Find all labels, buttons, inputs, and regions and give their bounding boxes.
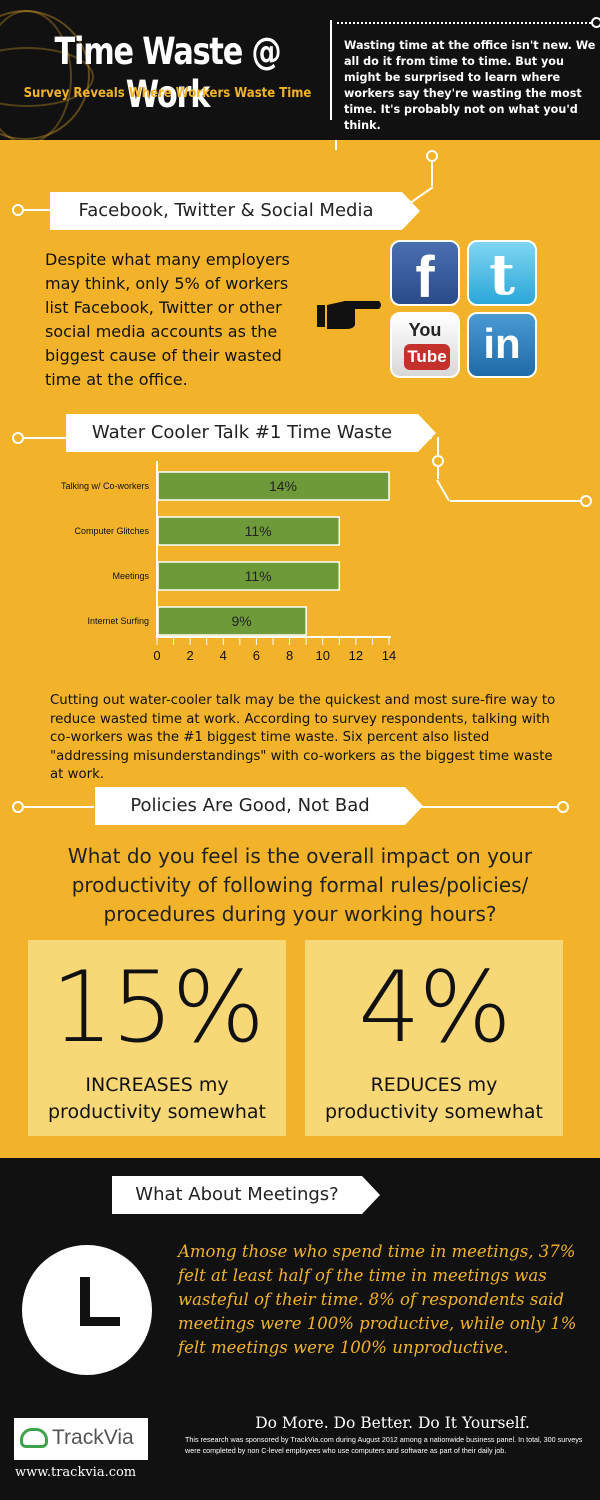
- stat-box-increase: 15% INCREASES my productivity somewhat: [28, 940, 286, 1136]
- social-body: Despite what many employers may think, o…: [45, 250, 290, 389]
- bar: [157, 606, 307, 636]
- stat-box-reduce: 4% REDUCES my productivity somewhat: [305, 940, 563, 1136]
- bar: [157, 471, 390, 501]
- linkedin-icon: in: [467, 312, 537, 378]
- stat-value: 15%: [51, 951, 265, 1065]
- watercooler-body: Cutting out water-cooler talk may be the…: [50, 693, 556, 782]
- bar: [157, 516, 341, 546]
- meetings-body: Among those who spend time in meetings, …: [178, 1242, 577, 1357]
- data-label: 14%: [269, 478, 297, 494]
- category-label: Computer Glitches: [74, 526, 149, 536]
- tick-label: 14: [382, 648, 396, 663]
- youtube-icon: You Tube: [390, 312, 460, 378]
- data-label: 9%: [231, 613, 251, 629]
- tick-label: 2: [187, 648, 194, 663]
- clock-icon: [22, 1245, 152, 1375]
- trackvia-logo[interactable]: TrackVia: [14, 1418, 148, 1460]
- tick-label: 8: [286, 648, 293, 663]
- tick-label: 6: [253, 648, 260, 663]
- page-subtitle: Survey Reveals Where Workers Waste Time: [23, 86, 312, 101]
- footer-fine-print: This research was sponsored by TrackVia.…: [185, 1435, 583, 1455]
- tick-label: 10: [315, 648, 329, 663]
- section-title-social: Facebook, Twitter & Social Media: [50, 192, 420, 230]
- tick-label: 12: [349, 648, 363, 663]
- bar: [157, 561, 341, 591]
- header-dotted-line: [337, 22, 595, 24]
- category-label: Talking w/ Co-workers: [61, 481, 150, 491]
- stat-caption: REDUCES my productivity somewhat: [324, 1074, 543, 1123]
- header-line-endpoint: [591, 17, 600, 28]
- data-label: 11%: [245, 568, 272, 584]
- stat-caption: INCREASES my productivity somewhat: [47, 1074, 266, 1123]
- page-title: Time Waste @ Work: [54, 30, 281, 116]
- pointing-hand-icon: [317, 301, 381, 329]
- category-label: Internet Surfing: [87, 616, 149, 626]
- intro-text: Wasting time at the office isn't new. We…: [344, 39, 596, 132]
- cloud-icon: [20, 1428, 48, 1448]
- section-title-meetings: What About Meetings?: [112, 1176, 380, 1214]
- section-title-watercooler: Water Cooler Talk #1 Time Waste: [66, 414, 436, 452]
- data-label: 11%: [245, 523, 272, 539]
- section-title-policies: Policies Are Good, Not Bad: [95, 787, 423, 825]
- footer-tagline: Do More. Do Better. Do It Yourself.: [255, 1414, 530, 1432]
- chart-svg: Talking w/ Co-workers 14% Computer Glitche…: [61, 461, 396, 663]
- tick-label: 4: [220, 648, 227, 663]
- tick-label: 0: [153, 648, 160, 663]
- header-divider: [330, 20, 332, 120]
- footer-url[interactable]: www.trackvia.com: [15, 1465, 137, 1480]
- header: Time Waste @ Work Survey Reveals Where W…: [0, 0, 600, 140]
- stat-value: 4%: [358, 951, 511, 1065]
- facebook-icon: f: [390, 240, 460, 310]
- bar-chart: Talking w/ Co-workers 14% Computer Glitche…: [20, 455, 580, 685]
- category-label: Meetings: [112, 571, 149, 581]
- survey-question: What do you feel is the overall impact o…: [67, 844, 533, 926]
- twitter-icon: t: [467, 240, 537, 308]
